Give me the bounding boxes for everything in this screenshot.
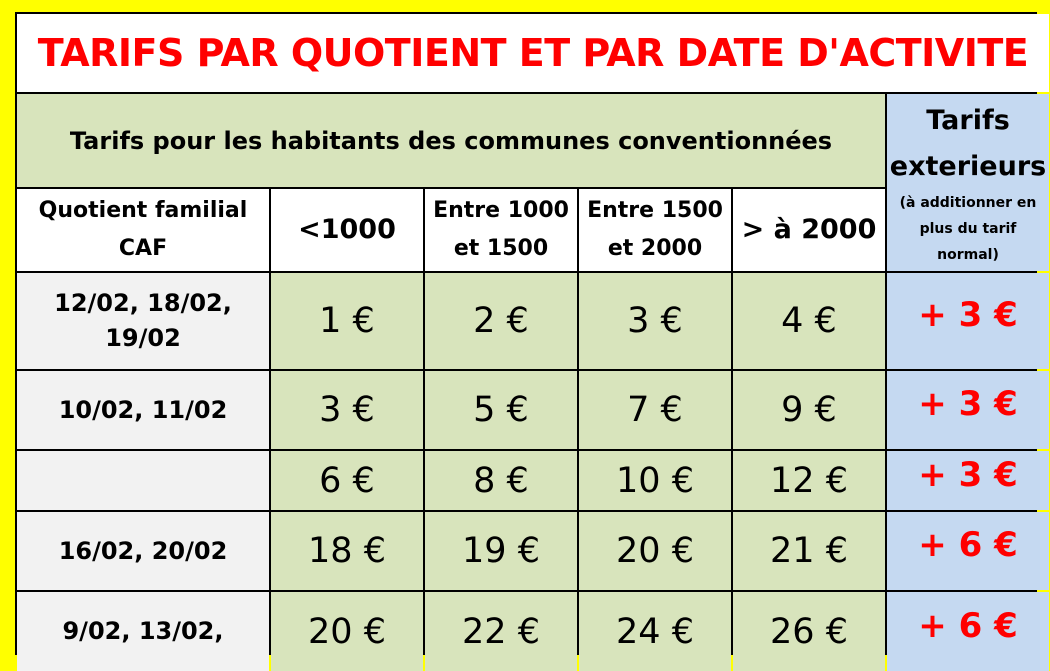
price-cell: 10 € (579, 451, 731, 510)
exterior-note-3: normal) (937, 247, 999, 263)
row-dates: 12/02, 18/02, 19/02 (17, 273, 269, 369)
price-cell: 5 € (425, 371, 577, 449)
page-title: TARIFS PAR QUOTIENT ET PAR DATE D'ACTIVI… (17, 14, 1049, 92)
row-dates (17, 451, 269, 510)
subtitle-communes: Tarifs pour les habitants des communes c… (17, 94, 885, 187)
exterior-note-1: (à additionner en (899, 195, 1037, 211)
price-cell: 4 € (733, 273, 885, 369)
price-cell: 2 € (425, 273, 577, 369)
price-cell: 7 € (579, 371, 731, 449)
price-cell: 6 € (271, 451, 423, 510)
header-col-4: > à 2000 (733, 189, 885, 271)
price-cell: 9 € (733, 371, 885, 449)
header-col-2-line1: Entre 1000 (433, 198, 569, 223)
row-dates-line1: 12/02, 18/02, (54, 289, 232, 317)
price-cell: 24 € (579, 592, 731, 671)
row-dates-line2: 19/02 (105, 324, 181, 352)
price-cell: 20 € (271, 592, 423, 671)
tarifs-table: TARIFS PAR QUOTIENT ET PAR DATE D'ACTIVI… (15, 12, 1049, 671)
header-col-2-line2: et 1500 (453, 236, 549, 261)
row-dates: 10/02, 11/02 (17, 371, 269, 449)
header-col-3-line1: Entre 1500 (587, 198, 723, 223)
price-cell: 3 € (579, 273, 731, 369)
price-cell: 1 € (271, 273, 423, 369)
header-col-1-text: <1000 (298, 214, 396, 245)
row-dates: 16/02, 20/02 (17, 512, 269, 590)
price-cell: 18 € (271, 512, 423, 590)
price-cell: 21 € (733, 512, 885, 590)
price-cell: 12 € (733, 451, 885, 510)
header-col-3-line2: et 2000 (607, 236, 703, 261)
header-col-1: <1000 (271, 189, 423, 271)
header-col-3: Entre 1500 et 2000 (579, 189, 731, 271)
exterior-title-1: Tarifs (926, 105, 1010, 136)
header-col-2: Entre 1000 et 1500 (425, 189, 577, 271)
row-dates-line1: 16/02, 20/02 (58, 536, 228, 565)
exterior-surcharge: + 3 € (887, 273, 1049, 369)
exterior-surcharge: + 6 € (887, 512, 1049, 590)
header-qf-line1: Quotient familial (38, 198, 248, 223)
exterior-note-2: plus du tarif (919, 221, 1017, 237)
header-col-4-text: > à 2000 (741, 214, 877, 245)
exterior-title-2: exterieurs (889, 151, 1047, 182)
price-cell: 22 € (425, 592, 577, 671)
exterior-surcharge: + 3 € (887, 371, 1049, 449)
exterior-header: Tarifs exterieurs (à additionner en plus… (887, 94, 1049, 271)
price-cell: 3 € (271, 371, 423, 449)
price-cell: 8 € (425, 451, 577, 510)
row-dates-line1: 10/02, 11/02 (58, 395, 228, 424)
price-cell: 19 € (425, 512, 577, 590)
price-cell: 26 € (733, 592, 885, 671)
header-quotient: Quotient familial CAF (17, 189, 269, 271)
exterior-surcharge: + 3 € (887, 451, 1049, 510)
price-cell: 20 € (579, 512, 731, 590)
header-qf-line2: CAF (118, 236, 168, 261)
row-dates-line1: 9/02, 13/02, (62, 617, 224, 645)
row-dates: 9/02, 13/02, (17, 592, 269, 671)
exterior-surcharge: + 6 € (887, 592, 1049, 671)
